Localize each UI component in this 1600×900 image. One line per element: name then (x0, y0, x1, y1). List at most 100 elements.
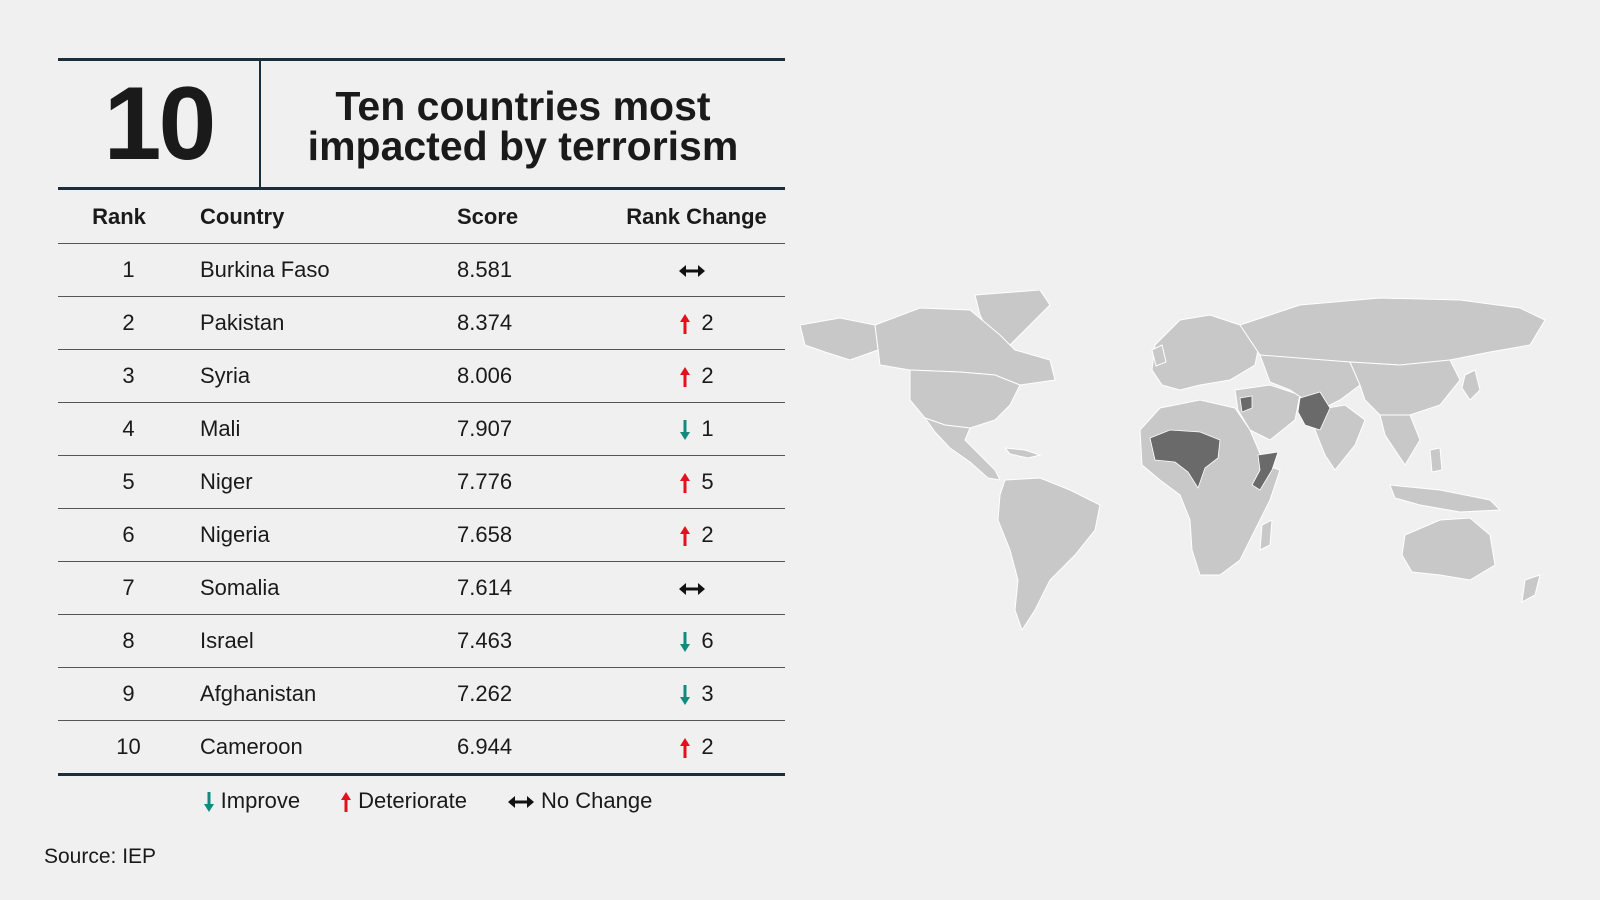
header-number: 10 (58, 61, 261, 187)
rank-cell: 5 (58, 455, 199, 509)
map-highlight-syria (1239, 395, 1253, 413)
down-arrow-icon (679, 628, 691, 654)
map-alaska (800, 317, 879, 361)
down-arrow-icon (203, 788, 215, 814)
panel-header: 10 Ten countries most impacted by terror… (58, 58, 785, 190)
country-cell: Nigeria (199, 508, 456, 562)
rank-change-cell (608, 243, 785, 297)
country-cell: Niger (199, 455, 456, 509)
rank-change-value: 2 (701, 522, 714, 547)
score-cell: 7.463 (456, 614, 608, 668)
score-cell: 8.374 (456, 296, 608, 350)
rank-change-value: 1 (701, 416, 714, 441)
map-china (1349, 359, 1461, 416)
map-new-zealand (1521, 574, 1541, 603)
rank-cell: 9 (58, 667, 199, 721)
legend-no-change: No Change (507, 788, 652, 814)
table-row: 5 Niger 7.776 5 (58, 455, 785, 509)
rankings-table: Rank Country Score Rank Change 1 Burkina … (58, 190, 785, 776)
legend-improve: Improve (203, 788, 300, 814)
down-arrow-icon (679, 681, 691, 707)
rank-cell: 6 (58, 508, 199, 562)
up-arrow-icon (679, 522, 691, 548)
map-highlight-sahel (1149, 429, 1221, 489)
rank-change-cell: 5 (608, 455, 785, 509)
country-cell: Syria (199, 349, 456, 403)
rankings-panel: 10 Ten countries most impacted by terror… (58, 58, 785, 814)
score-cell: 6.944 (456, 720, 608, 776)
rank-cell: 8 (58, 614, 199, 668)
map-madagascar (1259, 519, 1273, 551)
map-southeast-asia (1379, 414, 1421, 466)
rank-change-cell: 2 (608, 296, 785, 350)
table-row: 1 Burkina Faso 8.581 (58, 243, 785, 297)
country-cell: Pakistan (199, 296, 456, 350)
score-cell: 7.776 (456, 455, 608, 509)
rank-cell: 2 (58, 296, 199, 350)
double-arrow-icon (678, 575, 706, 601)
up-arrow-icon (679, 363, 691, 389)
rank-change-cell: 2 (608, 349, 785, 403)
table-row: 3 Syria 8.006 2 (58, 349, 785, 403)
score-cell: 7.262 (456, 667, 608, 721)
source-note: Source: IEP (44, 845, 157, 868)
column-header-score: Score (456, 190, 608, 244)
page-title: Ten countries most impacted by terrorism (261, 61, 785, 187)
up-arrow-icon (679, 310, 691, 336)
rank-change-cell: 2 (608, 508, 785, 562)
column-header-country: Country (199, 190, 456, 244)
rank-cell: 1 (58, 243, 199, 297)
table-row: 8 Israel 7.463 6 (58, 614, 785, 668)
rank-change-value: 5 (701, 469, 714, 494)
map-australia (1401, 517, 1496, 581)
rank-change-cell: 2 (608, 720, 785, 776)
map-caribbean (1003, 447, 1042, 459)
map-uk (1151, 344, 1167, 367)
map-russia (1239, 297, 1546, 366)
country-cell: Somalia (199, 561, 456, 615)
down-arrow-icon (679, 416, 691, 442)
rank-change-value: 6 (701, 628, 714, 653)
rank-change-value: 2 (701, 734, 714, 759)
rank-cell: 4 (58, 402, 199, 456)
legend-deteriorate: Deteriorate (340, 788, 467, 814)
column-header-rank-change: Rank Change (608, 190, 785, 244)
table-row: 10 Cameroon 6.944 2 (58, 720, 785, 776)
rank-change-value: 3 (701, 681, 714, 706)
map-japan (1461, 369, 1481, 401)
table-row: 6 Nigeria 7.658 2 (58, 508, 785, 562)
up-arrow-icon (679, 469, 691, 495)
rank-cell: 3 (58, 349, 199, 403)
title-line-1: Ten countries most (335, 83, 711, 129)
rank-change-cell (608, 561, 785, 615)
table-row: 2 Pakistan 8.374 2 (58, 296, 785, 350)
legend-deteriorate-label: Deteriorate (358, 788, 467, 814)
rank-change-cell: 3 (608, 667, 785, 721)
title-line-2: impacted by terrorism (307, 123, 739, 169)
up-arrow-icon (340, 788, 352, 814)
score-cell: 7.614 (456, 561, 608, 615)
table-row: 4 Mali 7.907 1 (58, 402, 785, 456)
country-cell: Mali (199, 402, 456, 456)
table-row: 9 Afghanistan 7.262 3 (58, 667, 785, 721)
score-cell: 8.006 (456, 349, 608, 403)
country-cell: Israel (199, 614, 456, 668)
legend: Improve Deteriorate No Change (58, 788, 785, 814)
score-cell: 8.581 (456, 243, 608, 297)
map-europe (1151, 314, 1261, 391)
table-header-row: Rank Country Score Rank Change (58, 190, 785, 244)
map-highlight-somalia (1251, 451, 1279, 491)
map-philippines (1429, 447, 1443, 473)
double-arrow-icon (678, 257, 706, 283)
map-mexico (923, 417, 1001, 481)
map-india (1314, 404, 1366, 471)
rank-change-value: 2 (701, 310, 714, 335)
score-cell: 7.907 (456, 402, 608, 456)
map-usa (909, 369, 1021, 429)
country-cell: Cameroon (199, 720, 456, 776)
double-arrow-icon (507, 788, 535, 814)
rank-change-cell: 6 (608, 614, 785, 668)
map-highlight-afpak (1297, 391, 1331, 431)
rank-change-cell: 1 (608, 402, 785, 456)
world-map (800, 290, 1546, 632)
